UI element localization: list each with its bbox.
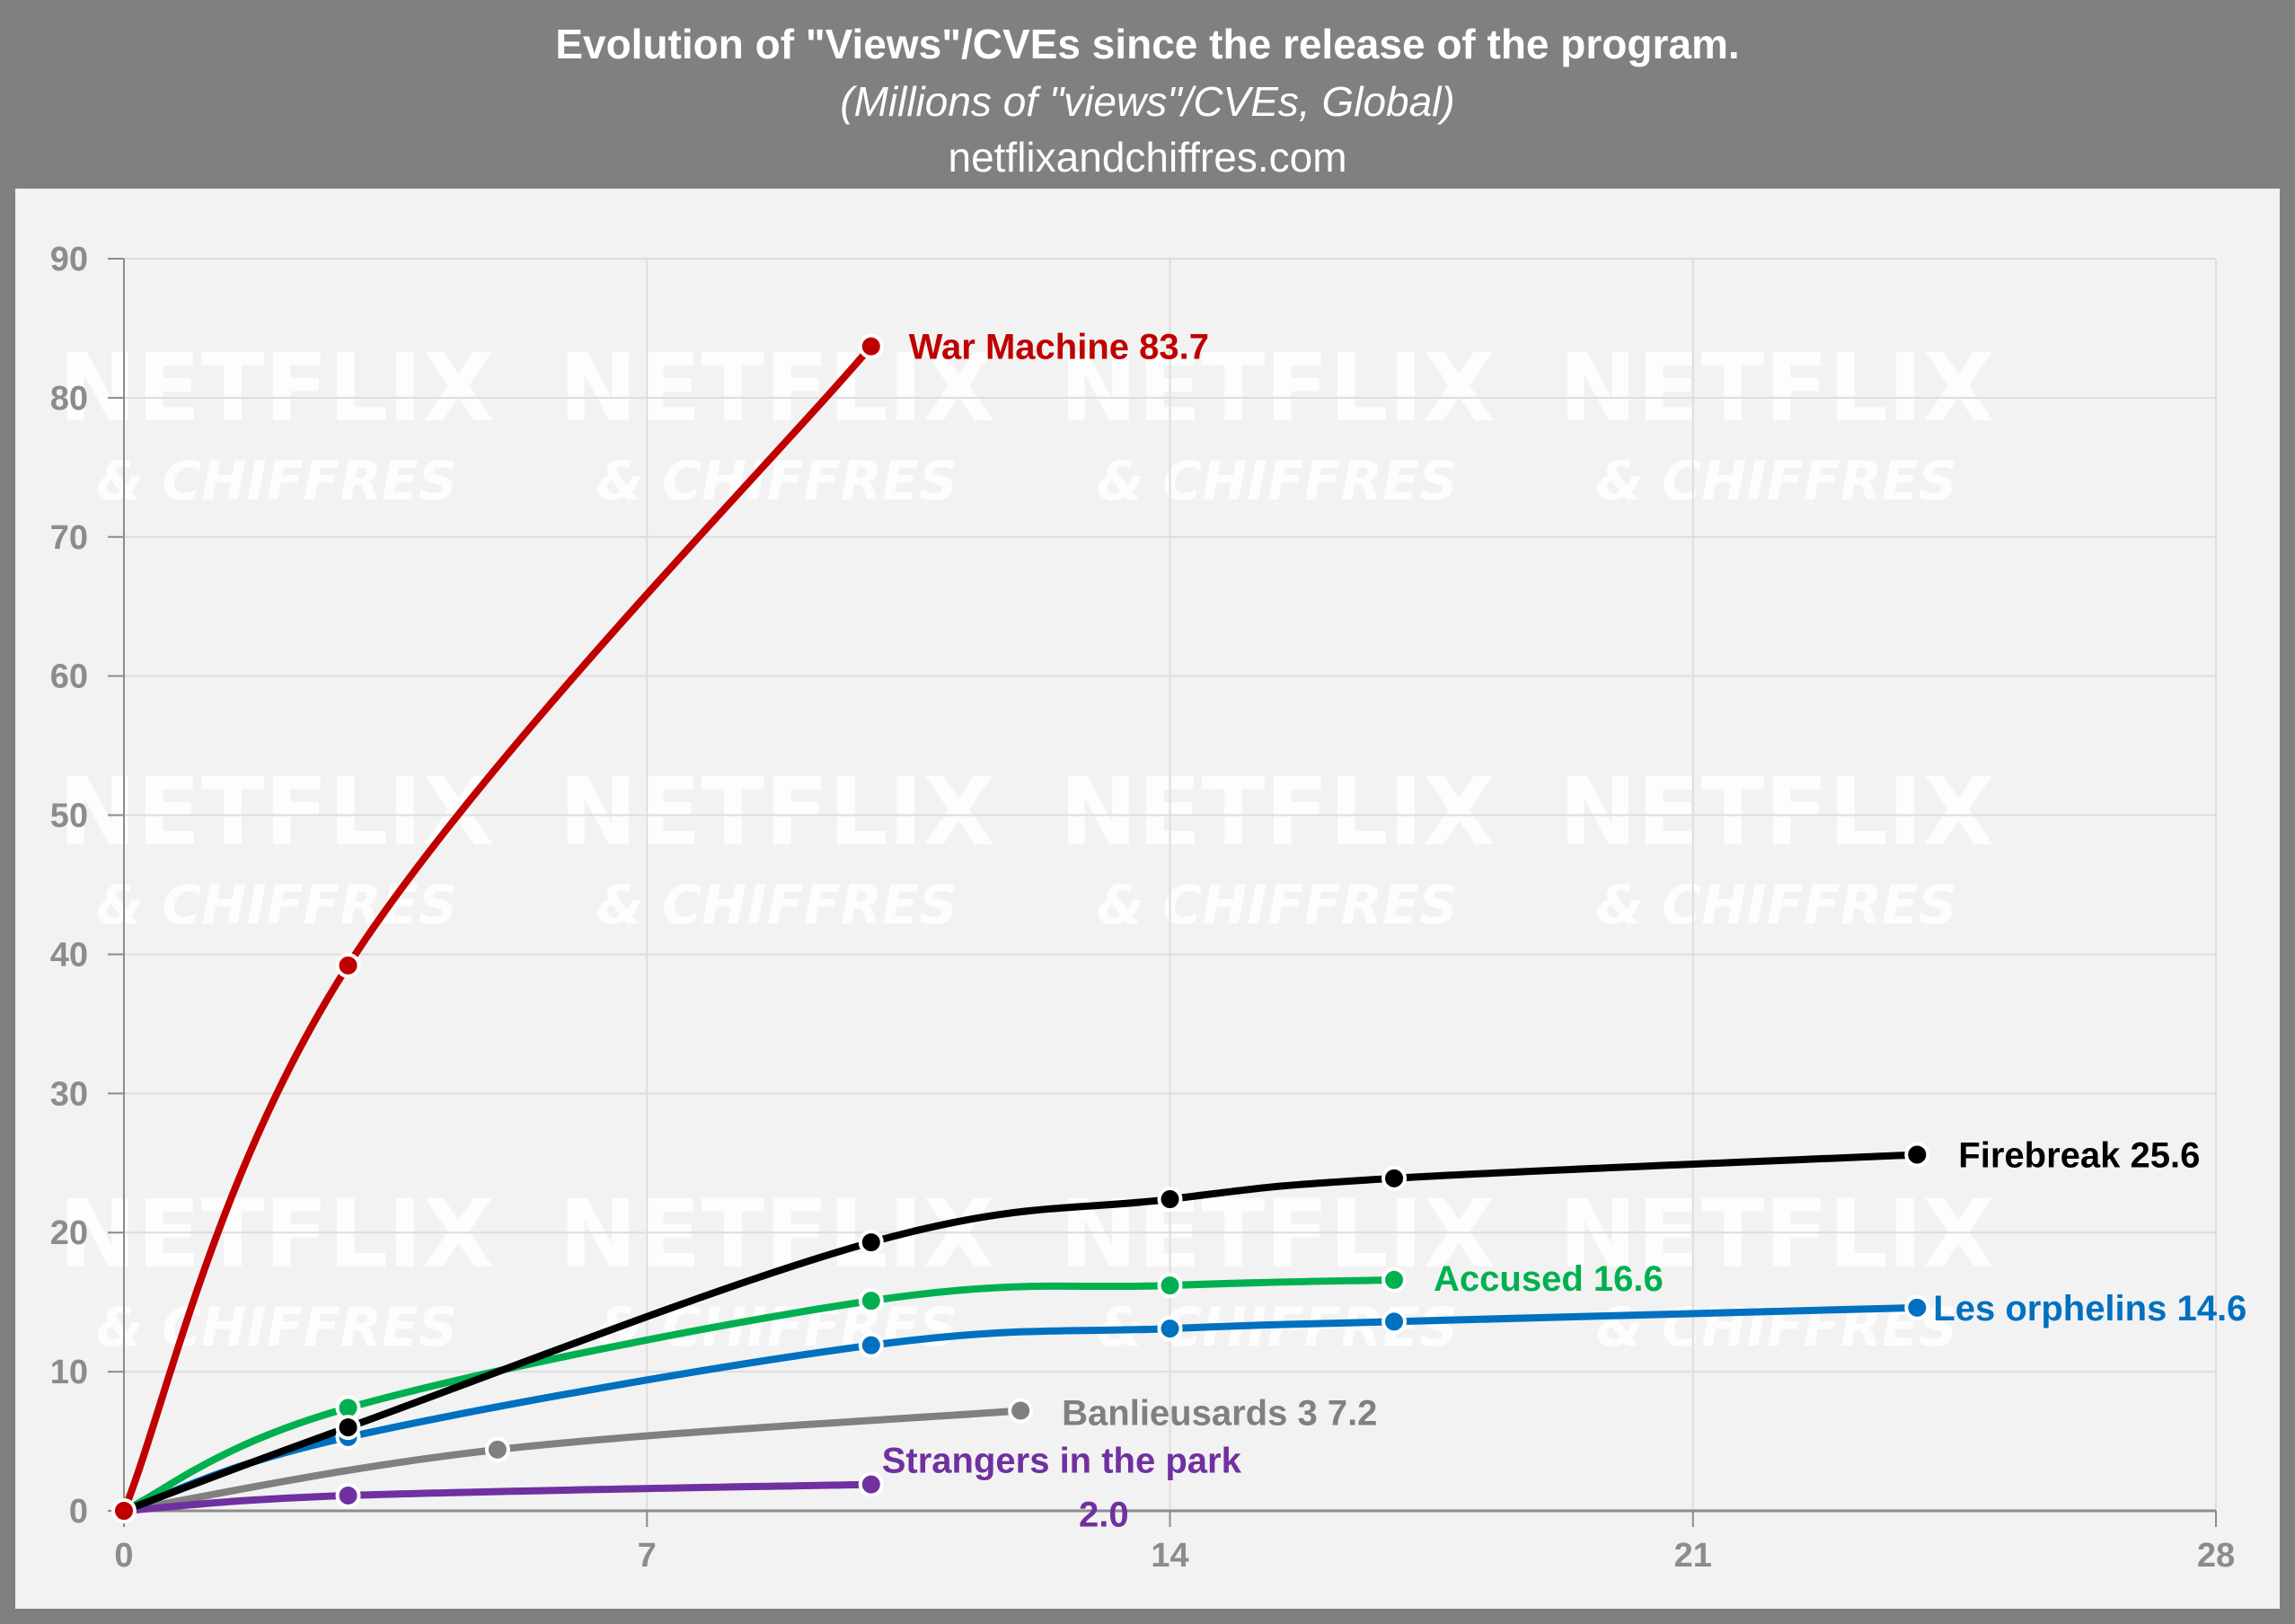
series-end-label: Strangers in the park [882, 1442, 1242, 1481]
data-point [335, 952, 361, 978]
data-point [335, 1482, 361, 1508]
data-point [858, 1332, 884, 1358]
y-tick-label: 80 [50, 380, 88, 418]
watermark-chiffres-text: & CHIFFRES [1596, 874, 1957, 937]
watermark-netflix-text: NETFLIX [559, 757, 994, 867]
series-line [120, 1480, 875, 1514]
data-point [1157, 1187, 1183, 1213]
data-point [1904, 1142, 1930, 1168]
data-point [858, 1471, 884, 1497]
watermark-chiffres-text: & CHIFFRES [596, 874, 958, 937]
watermark-netflix-text: NETFLIX [1558, 757, 1994, 867]
series-end-label: Banlieusards 3 7.2 [1062, 1393, 1377, 1433]
y-tick-label: 30 [50, 1075, 88, 1113]
chart-source: netflixandchiffres.com [948, 134, 1347, 181]
y-tick-label: 60 [50, 658, 88, 696]
watermark-chiffres-text: & CHIFFRES [1596, 450, 1957, 513]
series-end-label: Les orphelins 14.6 [1933, 1289, 2246, 1328]
watermark-chiffres-text: & CHIFFRES [1097, 450, 1458, 513]
series-line [120, 1275, 1399, 1514]
watermark-chiffres-text: & CHIFFRES [1097, 874, 1458, 937]
watermark-chiffres-text: & CHIFFRES [96, 1296, 457, 1359]
watermark-chiffres-text: & CHIFFRES [596, 1296, 958, 1359]
data-point [1904, 1294, 1930, 1320]
x-tick-label: 7 [638, 1537, 657, 1575]
y-tick-label: 40 [50, 936, 88, 974]
plot-area: NETFLIX & CHIFFRES NETFLIX & CHIFFRES NETFLI… [15, 189, 2280, 1609]
data-point [1157, 1273, 1183, 1299]
chart-subtitle: (Millions of "views"/CVEs, Global) [840, 78, 1455, 125]
data-point [858, 333, 884, 359]
y-tick-label: 10 [50, 1354, 88, 1391]
chart-title: Evolution of "Views"/CVEs since the rele… [555, 21, 1740, 67]
watermark-netflix-text: NETFLIX [1059, 757, 1495, 867]
data-point [335, 1415, 361, 1441]
x-tick-label: 0 [114, 1537, 133, 1575]
series-line [120, 342, 875, 1514]
watermark-netflix-text: NETFLIX [559, 333, 994, 443]
series-end-label: 2.0 [1079, 1496, 1129, 1535]
series-end-label: War Machine 83.7 [909, 328, 1209, 367]
series-end-label: Firebreak 25.6 [1958, 1135, 2200, 1175]
data-point [1381, 1309, 1408, 1335]
data-point [1381, 1267, 1408, 1293]
series-end-label: Accused 16.6 [1434, 1259, 1664, 1299]
watermark-chiffres-text: & CHIFFRES [96, 450, 457, 513]
y-tick-label: 0 [69, 1493, 88, 1531]
series-line [120, 1407, 1025, 1514]
x-tick-label: 14 [1151, 1537, 1188, 1575]
watermark-netflix-text: NETFLIX [58, 1179, 494, 1289]
watermark-netflix-text: NETFLIX [58, 757, 494, 867]
data-point [1008, 1398, 1034, 1424]
y-tick-label: 50 [50, 798, 88, 835]
watermark-netflix-text: NETFLIX [1558, 1179, 1994, 1289]
y-tick-label: 90 [50, 241, 88, 278]
watermark-chiffres-text: & CHIFFRES [596, 450, 958, 513]
watermark-netflix-text: NETFLIX [1558, 333, 1994, 443]
data-point [1157, 1316, 1183, 1342]
data-point [1381, 1165, 1408, 1191]
data-point [484, 1436, 510, 1462]
x-tick-label: 28 [2197, 1537, 2235, 1575]
data-point [858, 1230, 884, 1256]
watermark-netflix-text: NETFLIX [1059, 333, 1495, 443]
line-chart: NETFLIX & CHIFFRES NETFLIX & CHIFFRES NETFLI… [50, 241, 2247, 1575]
watermark-netflix-text: NETFLIX [1059, 1179, 1495, 1289]
data-point [111, 1498, 137, 1523]
watermark-chiffres-text: & CHIFFRES [96, 874, 457, 937]
watermark-netflix-text: NETFLIX [58, 333, 494, 443]
data-point [858, 1288, 884, 1314]
y-tick-label: 70 [50, 519, 88, 557]
y-tick-label: 20 [50, 1214, 88, 1252]
chart-header: Evolution of "Views"/CVEs since the rele… [0, 0, 2295, 189]
x-tick-label: 21 [1674, 1537, 1712, 1575]
